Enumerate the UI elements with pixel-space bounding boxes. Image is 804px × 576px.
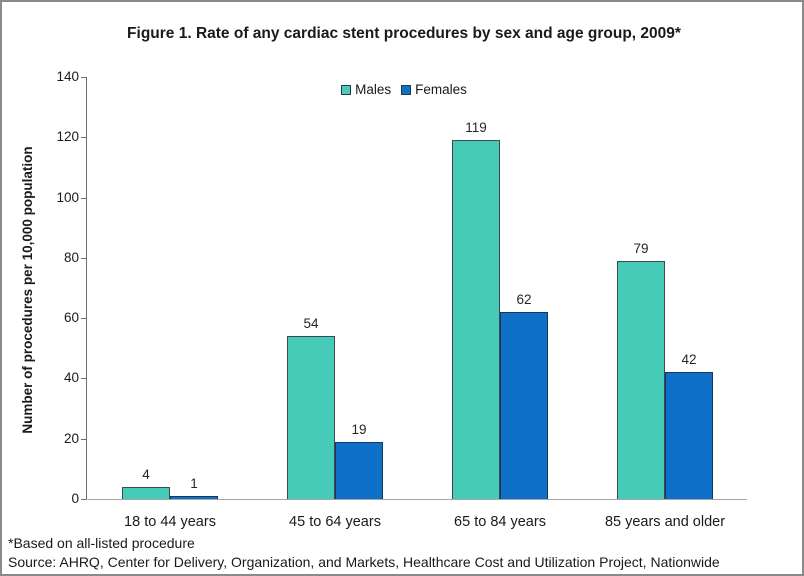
data-label: 42 [681,352,697,367]
y-axis-tick [81,439,86,440]
data-label: 1 [190,476,198,491]
data-label: 119 [465,120,487,135]
footnote: *Based on all-listed procedure [8,535,195,551]
source-line: Source: AHRQ, Center for Delivery, Organ… [8,554,720,570]
y-axis-tick [81,77,86,78]
bar-males-3 [452,140,500,499]
legend-item-males: Males [341,82,391,97]
y-tick-label: 40 [63,370,79,385]
data-label: 4 [142,467,150,482]
y-axis-tick [81,378,86,379]
bar-males-4 [617,261,665,499]
legend-swatch-icon [341,84,352,95]
chart-title: Figure 1. Rate of any cardiac stent proc… [127,25,681,42]
y-axis-tick [81,499,86,500]
y-axis-tick [81,258,86,259]
data-label: 19 [351,422,367,437]
x-tick-label: 85 years and older [604,514,726,530]
legend-label: Males [355,82,392,97]
y-axis-tick [81,198,86,199]
legend-item-females: Females [401,82,467,97]
bar-females-3 [500,312,548,499]
bar-males-2 [287,336,335,499]
y-tick-label: 0 [71,491,79,506]
y-axis-tick [81,318,86,319]
y-axis-line [86,77,87,500]
data-label: 54 [303,316,319,331]
y-tick-label: 120 [56,129,79,144]
legend-swatch-icon [401,84,412,95]
y-tick-label: 20 [63,431,79,446]
data-label: 79 [633,241,649,256]
y-axis-tick [81,137,86,138]
x-axis-line [81,499,747,500]
bar-females-4 [665,372,713,499]
bar-females-1 [170,496,218,499]
legend-label: Females [415,82,467,97]
y-axis-title: Number of procedures per 10,000 populati… [20,146,35,434]
y-tick-label: 80 [63,250,79,265]
data-label: 62 [516,292,532,307]
plot-area: 0 20 40 60 80 100 120 140 4 1 18 to 44 years 54 19 45… [56,69,747,530]
y-tick-label: 100 [56,190,79,205]
x-tick-label: 18 to 44 years [124,514,216,530]
y-tick-label: 60 [63,310,79,325]
x-tick-label: 45 to 64 years [289,514,381,530]
bar-females-2 [335,442,383,499]
y-tick-label: 140 [56,69,79,84]
x-tick-label: 65 to 84 years [454,514,546,530]
bar-males-1 [122,487,170,499]
legend: Males Females [2,82,802,97]
